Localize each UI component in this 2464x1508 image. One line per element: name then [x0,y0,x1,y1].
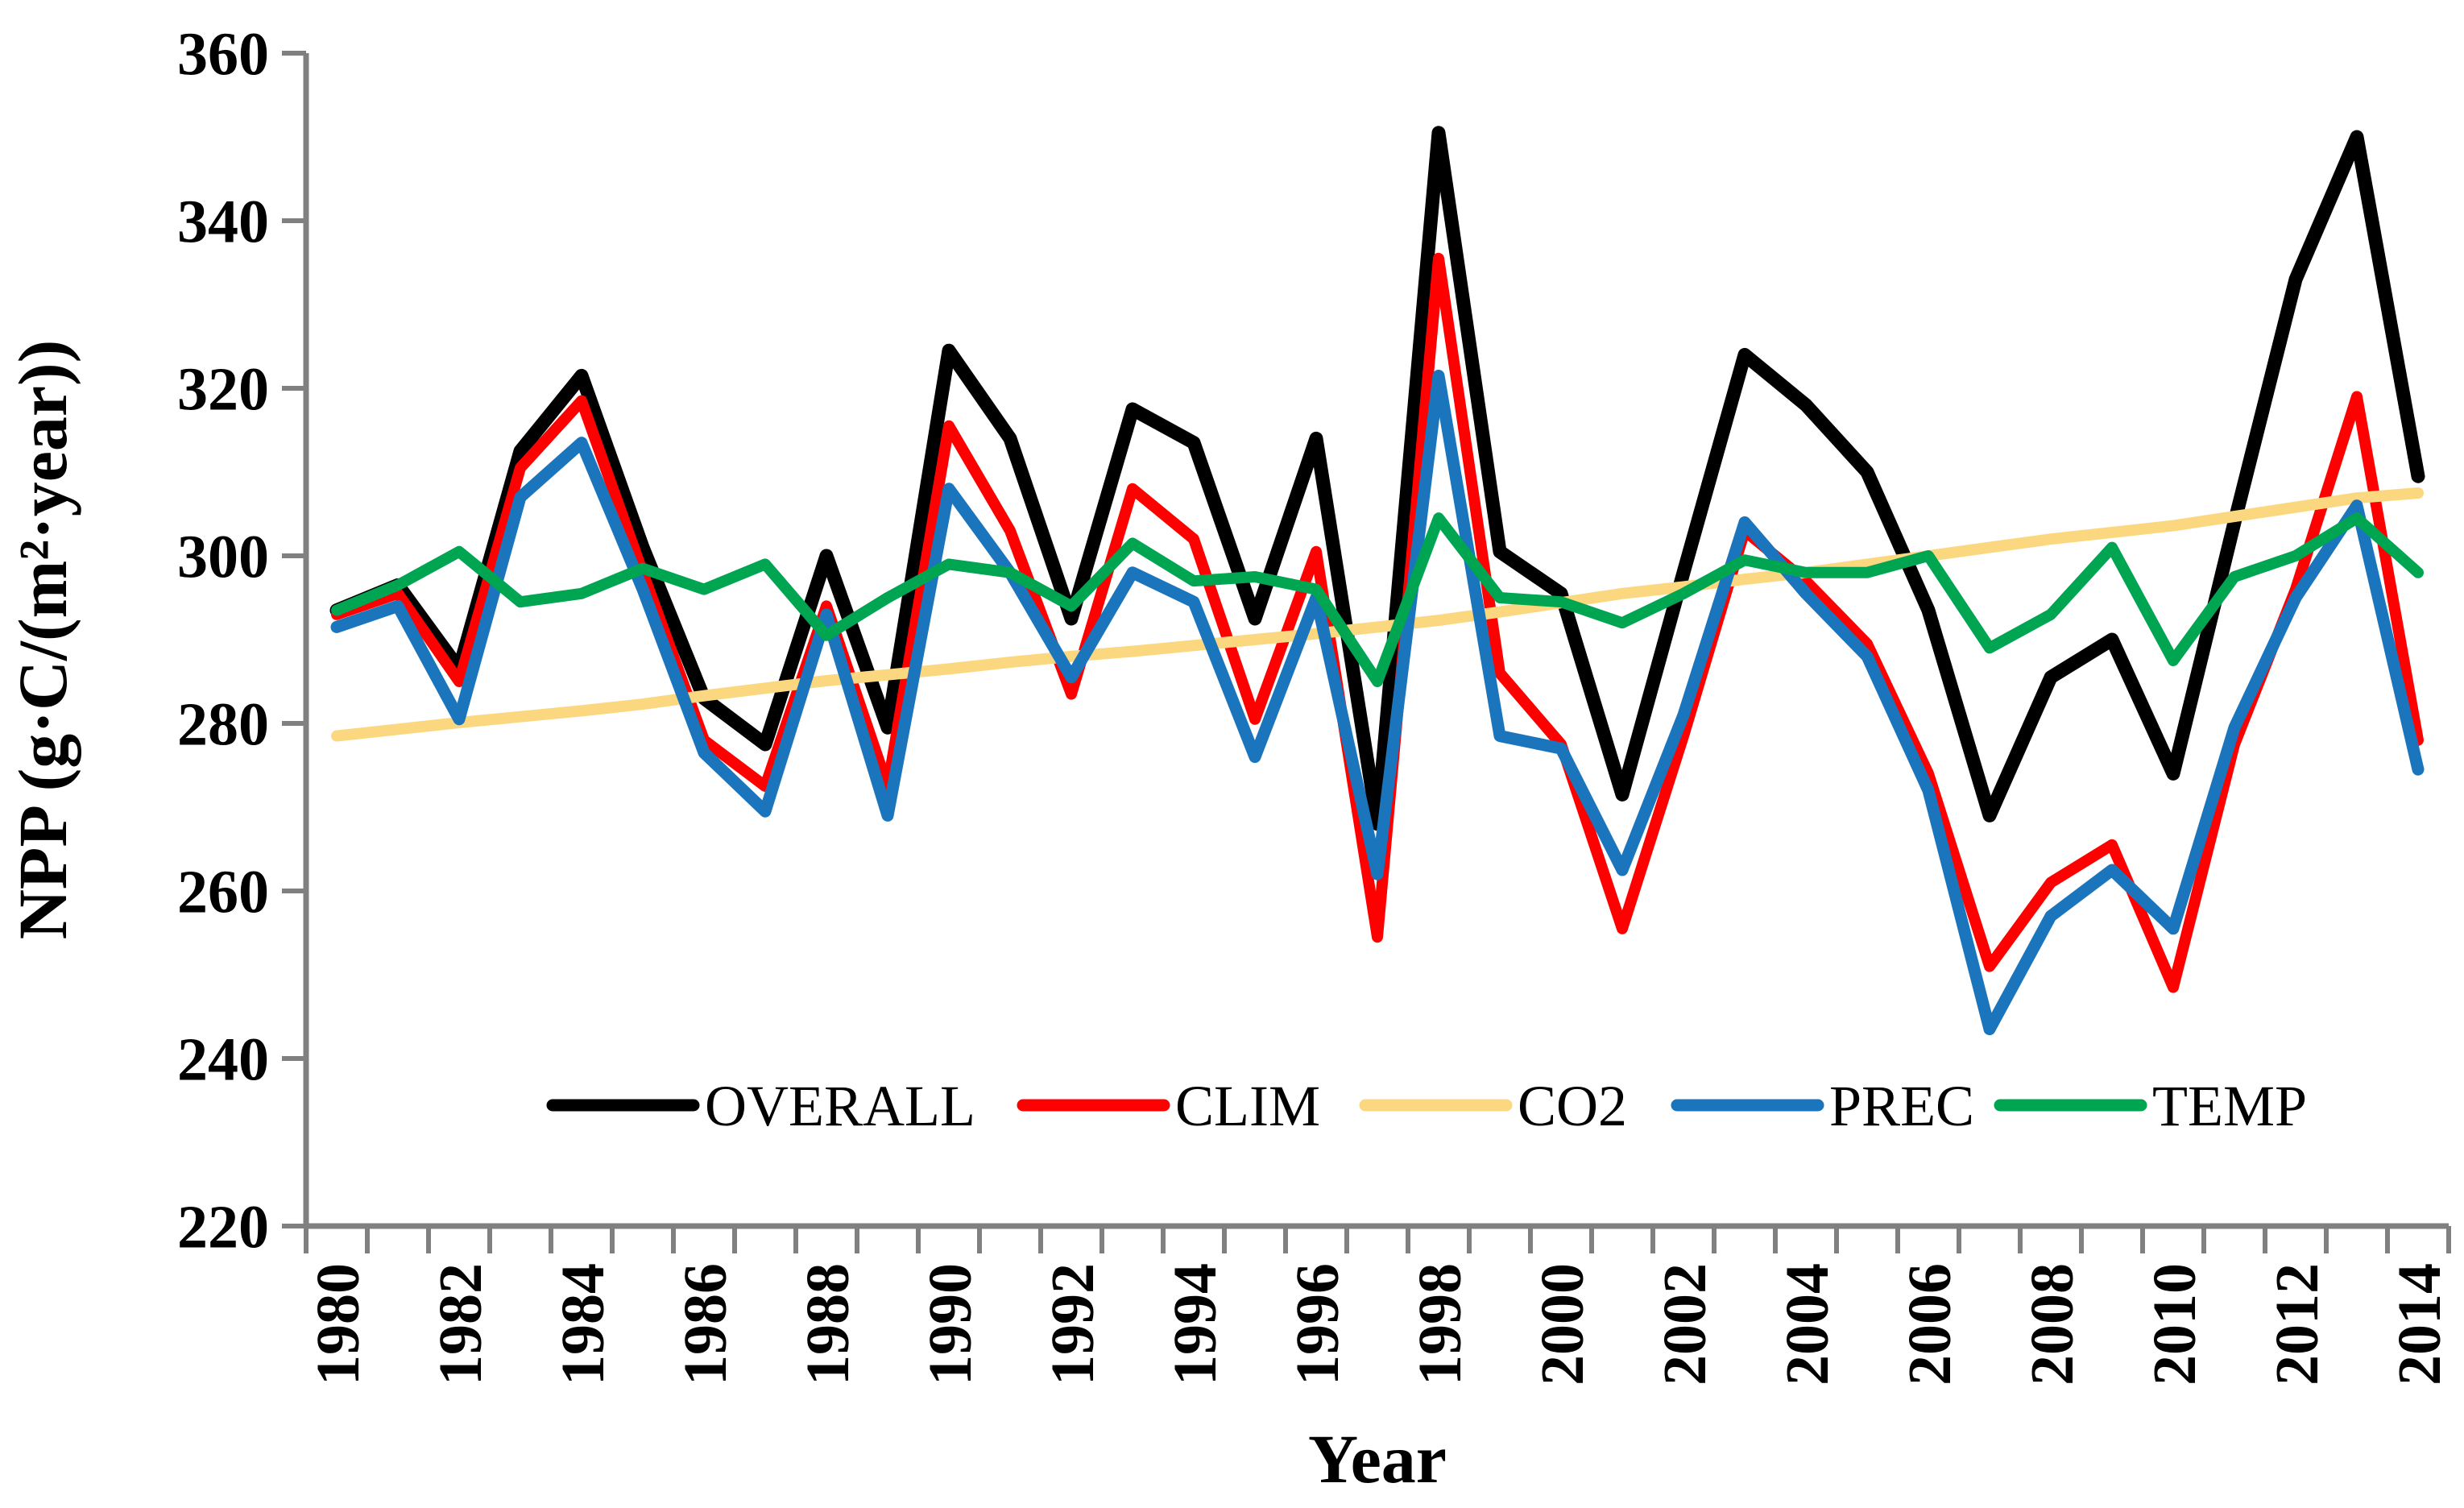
y-tick-label: 240 [177,1026,269,1094]
legend-label: OVERALL [705,1074,975,1138]
legend-label: TEMP [2152,1074,2307,1138]
legend-item-clim: CLIM [1017,1074,1320,1138]
x-tick-label: 2006 [1896,1263,1964,1386]
legend-label: CLIM [1175,1074,1320,1138]
x-tick-label: 2000 [1529,1263,1596,1386]
series-lines [329,126,2425,1036]
legend-label: CO2 [1518,1074,1627,1138]
series-temp-line [331,512,2424,687]
series-prec-line [330,369,2425,1036]
y-tick-label: 300 [177,524,269,591]
x-axis-title: Year [1308,1420,1447,1498]
x-tick-label: 1996 [1284,1263,1352,1386]
x-tick-label: 1998 [1406,1263,1474,1386]
y-tick-labels: 220 240 260 280 300 320 340 360 [177,21,269,1262]
legend-item-overall: OVERALL [546,1074,975,1138]
x-tick-label: 2004 [1774,1263,1841,1386]
series-overall-line [329,126,2425,831]
x-tick-label: 1980 [304,1263,372,1386]
y-tick-label: 340 [177,188,269,256]
y-tick-label: 320 [177,356,269,424]
x-tick-labels: 1980 1982 1984 1986 1988 1990 1992 1994 1996 1998… [304,1263,2454,1386]
x-tick-label: 2002 [1651,1263,1719,1386]
x-tick-label: 1988 [794,1263,862,1386]
y-tick-label: 260 [177,859,269,926]
legend-label: PREC [1829,1074,1974,1138]
y-tick-label: 280 [177,691,269,759]
axes [282,51,2451,1253]
y-tick-label: 360 [177,21,269,89]
legend-item-prec: PREC [1671,1074,1974,1138]
x-tick-label: 2010 [2141,1263,2209,1386]
x-tick-label: 1984 [549,1263,617,1386]
legend-item-temp: TEMP [1994,1074,2307,1138]
x-tick-label: 2014 [2386,1263,2454,1386]
y-tick-label: 220 [177,1194,269,1262]
x-tick-label: 1990 [917,1263,984,1386]
y-axis-title: NPP (g·C/(m²·year)) [4,340,81,940]
legend: OVERALL CLIM CO2 PREC TEMP [546,1074,2307,1138]
legend-item-co2: CO2 [1359,1074,1627,1138]
x-tick-label: 1992 [1039,1263,1107,1386]
x-tick-label: 1986 [672,1263,739,1386]
x-tick-label: 1994 [1162,1263,1229,1386]
x-tick-label: 2012 [2263,1263,2331,1386]
x-tick-label: 1982 [427,1263,495,1386]
x-tick-label: 2008 [2019,1263,2086,1386]
